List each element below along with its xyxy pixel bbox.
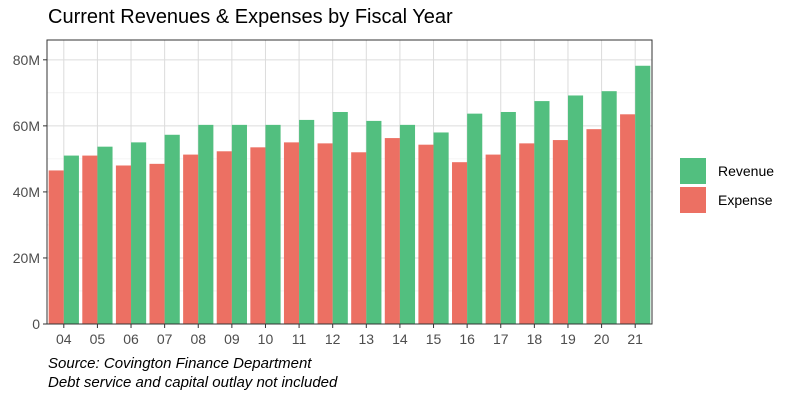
x-tick-label: 14 [392, 331, 408, 347]
bar-revenue-11 [299, 119, 315, 324]
x-tick-label: 06 [123, 331, 139, 347]
bar-revenue-13 [366, 120, 382, 324]
bar-revenue-07 [164, 134, 180, 324]
x-tick-label: 15 [426, 331, 442, 347]
bar-expense-06 [115, 165, 132, 324]
legend-label-revenue: Revenue [718, 163, 774, 179]
y-tick-label: 40M [13, 184, 40, 200]
bar-expense-12 [317, 143, 333, 324]
x-tick-label: 08 [190, 331, 206, 347]
x-tick-label: 13 [359, 331, 375, 347]
x-tick-label: 10 [258, 331, 274, 347]
x-tick-label: 20 [594, 331, 610, 347]
bar-revenue-20 [601, 91, 617, 325]
bars [48, 65, 651, 325]
bar-expense-08 [183, 154, 199, 324]
note-caption: Debt service and capital outlay not incl… [48, 374, 338, 391]
plot-border [46, 39, 653, 325]
bar-revenue-17 [500, 111, 516, 325]
x-tick-label: 07 [157, 331, 173, 347]
bar-expense-21 [620, 114, 636, 324]
bar-expense-15 [418, 144, 434, 324]
bar-revenue-08 [198, 124, 214, 324]
y-tick-label: 0 [32, 316, 40, 332]
bar-revenue-15 [433, 132, 449, 324]
x-tick-label: 19 [560, 331, 576, 347]
x-tick-label: 09 [224, 331, 240, 347]
bar-expense-18 [519, 143, 535, 324]
bar-revenue-05 [97, 146, 113, 324]
bar-expense-16 [452, 162, 468, 324]
bar-expense-13 [351, 152, 367, 324]
x-tick-label: 18 [527, 331, 543, 347]
bar-revenue-09 [231, 124, 247, 324]
bar-expense-05 [82, 155, 98, 324]
bar-expense-17 [485, 154, 501, 324]
bar-expense-07 [149, 163, 165, 324]
legend-swatch-revenue [680, 158, 706, 184]
bar-revenue-06 [131, 142, 147, 324]
bar-expense-04 [48, 170, 64, 324]
bar-revenue-10 [265, 124, 281, 324]
x-tick-label: 04 [56, 331, 72, 347]
y-tick-label: 20M [13, 250, 40, 266]
bar-revenue-21 [635, 65, 651, 324]
bar-expense-14 [384, 138, 400, 324]
x-tick-label: 05 [90, 331, 106, 347]
bar-expense-20 [586, 129, 602, 324]
plot-panel [47, 40, 652, 324]
legend-swatch-expense [680, 187, 706, 213]
bar-revenue-14 [399, 124, 416, 324]
x-tick-label: 21 [627, 331, 643, 347]
bar-revenue-18 [534, 101, 550, 325]
y-tick-label: 60M [13, 118, 40, 134]
source-caption: Source: Covington Finance Department [48, 355, 312, 372]
bar-revenue-04 [63, 155, 79, 324]
bar-expense-11 [283, 142, 300, 324]
bar-revenue-12 [332, 111, 348, 325]
bar-revenue-16 [467, 113, 483, 324]
bar-revenue-19 [567, 95, 584, 325]
bar-expense-09 [216, 151, 232, 324]
x-tick-label: 12 [325, 331, 341, 347]
x-tick-label: 16 [459, 331, 475, 347]
x-tick-label: 11 [292, 331, 307, 347]
legend-label-expense: Expense [718, 192, 773, 208]
axes: 0 20M 40M 60M 80M 04 05 06 07 08 09 10 11 12 13 14 15 16 1… [13, 52, 643, 347]
legend: Revenue Expense [680, 158, 774, 213]
y-tick-label: 80M [13, 52, 40, 68]
bar-expense-10 [250, 147, 266, 324]
x-tick-label: 17 [493, 331, 509, 347]
chart-title: Current Revenues & Expenses by Fiscal Ye… [48, 6, 453, 28]
bar-expense-19 [552, 140, 568, 324]
